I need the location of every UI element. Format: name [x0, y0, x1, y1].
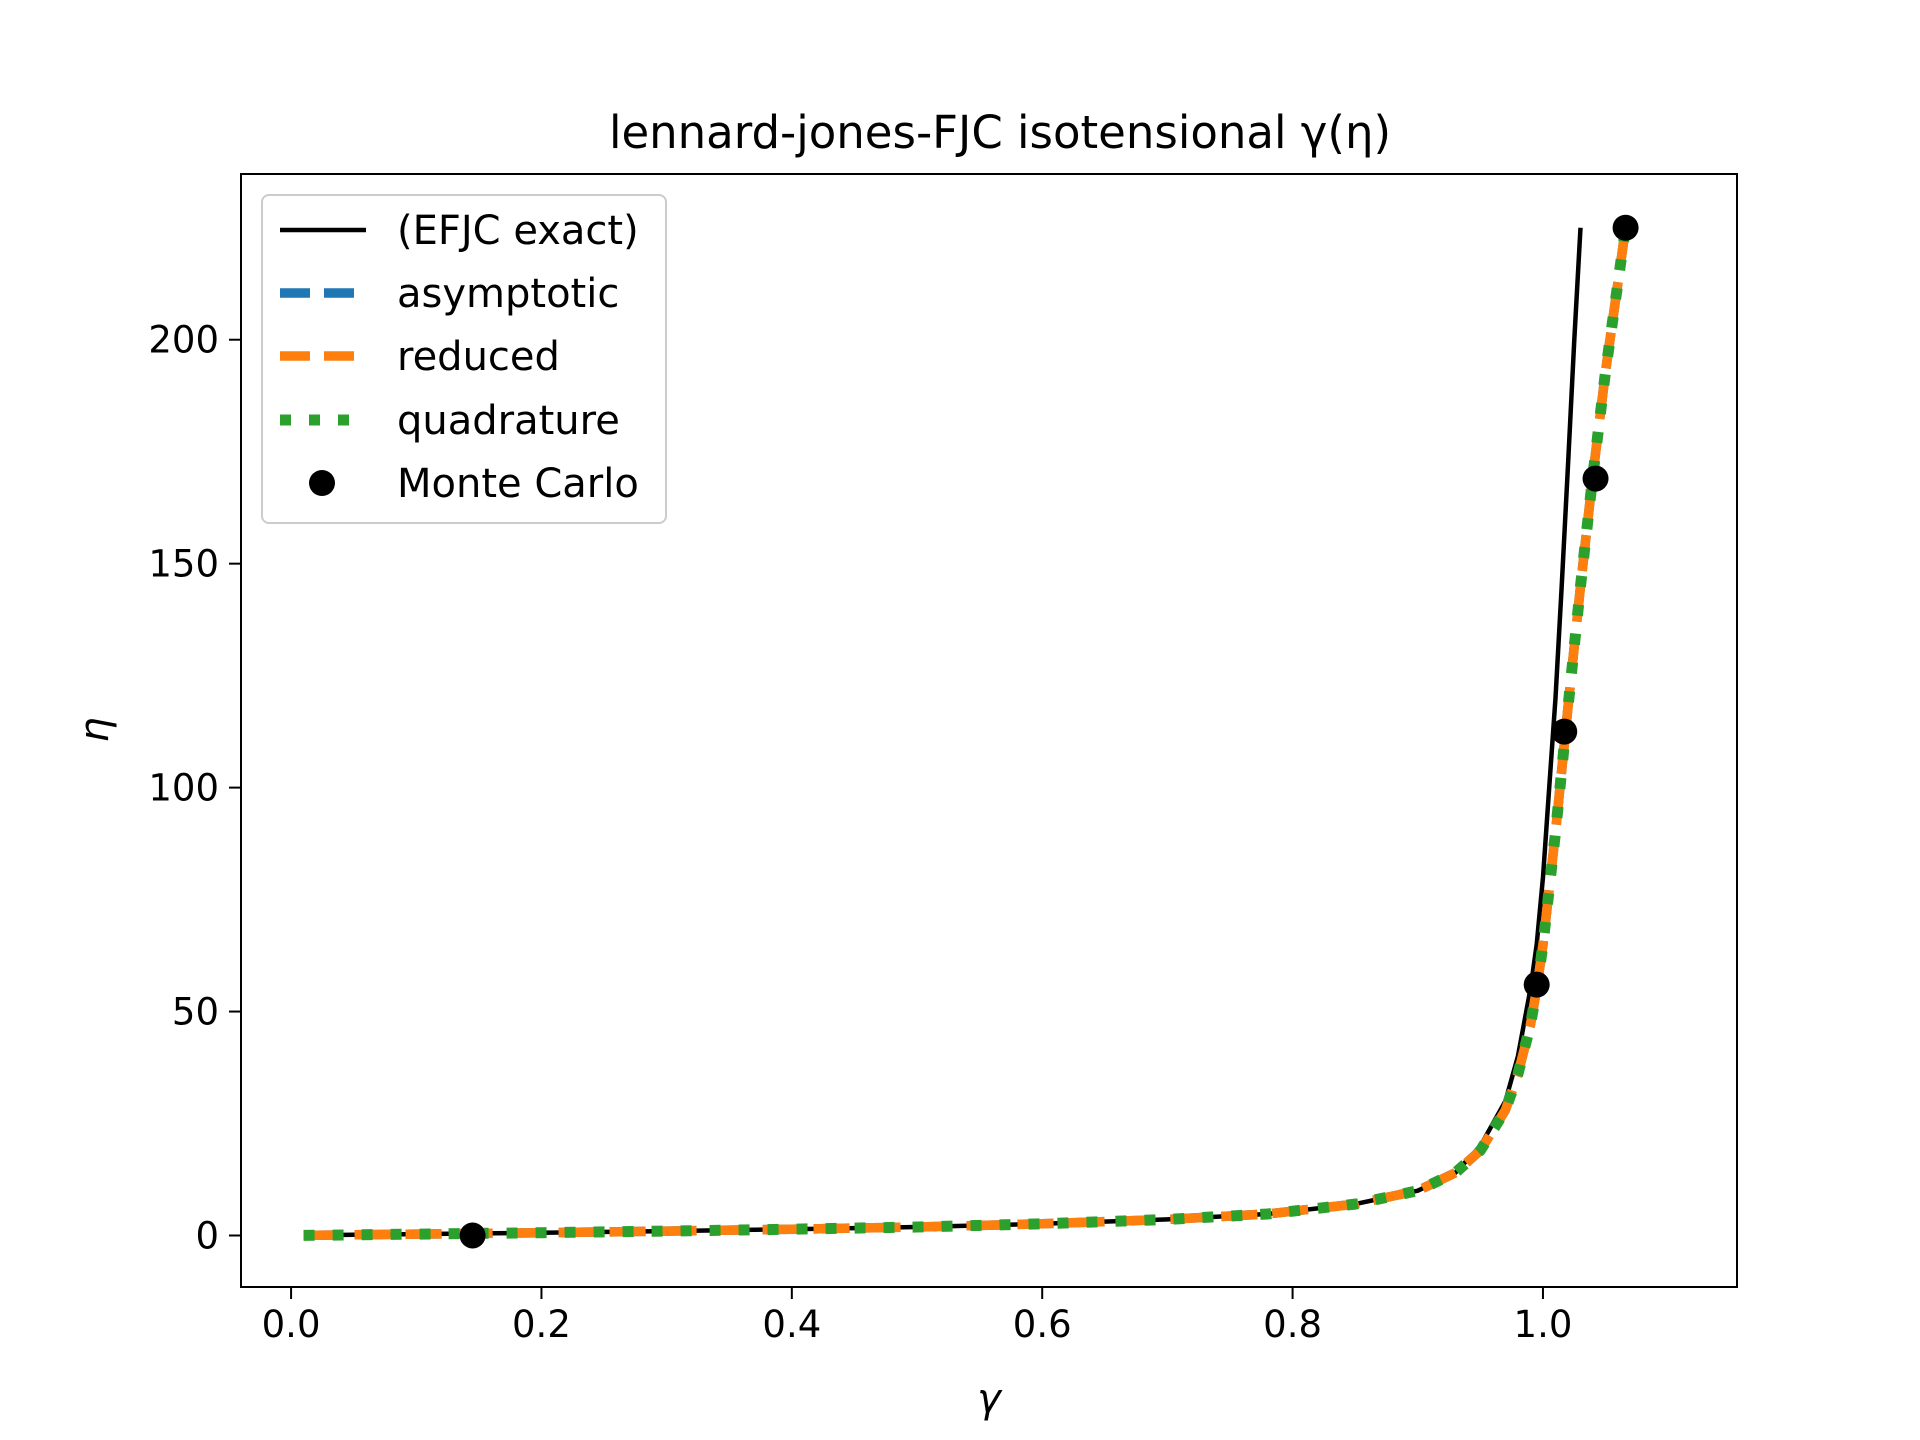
legend-swatch-monte-carlo [309, 470, 335, 496]
monte-carlo-point [1523, 971, 1550, 998]
legend-label-monte-carlo: Monte Carlo [397, 461, 639, 507]
x-tick-label: 0.4 [762, 1303, 821, 1346]
legend-label-quadrature: quadrature [397, 398, 620, 444]
y-tick-label: 100 [148, 767, 219, 810]
y-tick-label: 50 [172, 991, 219, 1034]
legend-label-asymptotic: asymptotic [397, 271, 619, 317]
x-tick-label: 1.0 [1514, 1303, 1573, 1346]
series-line-quadrature [303, 235, 1630, 1241]
legend-label-efjc-exact: (EFJC exact) [397, 208, 639, 254]
y-tick-label: 200 [148, 319, 219, 362]
x-axis-label: γ [977, 1376, 1003, 1422]
y-tick-label: 150 [148, 543, 219, 586]
x-axis-ticks: 0.0 0.2 0.4 0.6 0.8 1.0 [262, 1287, 1573, 1346]
legend-box [261, 194, 667, 524]
x-tick-label: 0.0 [262, 1303, 321, 1346]
x-tick-label: 0.6 [1013, 1303, 1072, 1346]
x-tick-label: 0.2 [512, 1303, 571, 1346]
plot-lines [303, 227, 1630, 1241]
legend-label-reduced: reduced [397, 334, 560, 380]
monte-carlo-point [1582, 465, 1609, 492]
plot-markers [459, 214, 1639, 1249]
legend-entries: (EFJC exact) asymptotic reduced quadrature M… [280, 208, 639, 507]
y-tick-label: 0 [195, 1214, 219, 1257]
y-axis-label: η [72, 717, 118, 742]
x-tick-label: 0.8 [1263, 1303, 1322, 1346]
monte-carlo-point [1612, 214, 1639, 241]
legend: (EFJC exact) asymptotic reduced quadrature M… [261, 194, 667, 524]
monte-carlo-point [1551, 718, 1578, 745]
y-axis-ticks: 0 50 100 150 200 [148, 319, 241, 1257]
monte-carlo-point [459, 1222, 486, 1249]
chart-title: lennard-jones-FJC isotensional γ(η) [609, 106, 1391, 159]
plot-frame [240, 173, 1738, 1288]
